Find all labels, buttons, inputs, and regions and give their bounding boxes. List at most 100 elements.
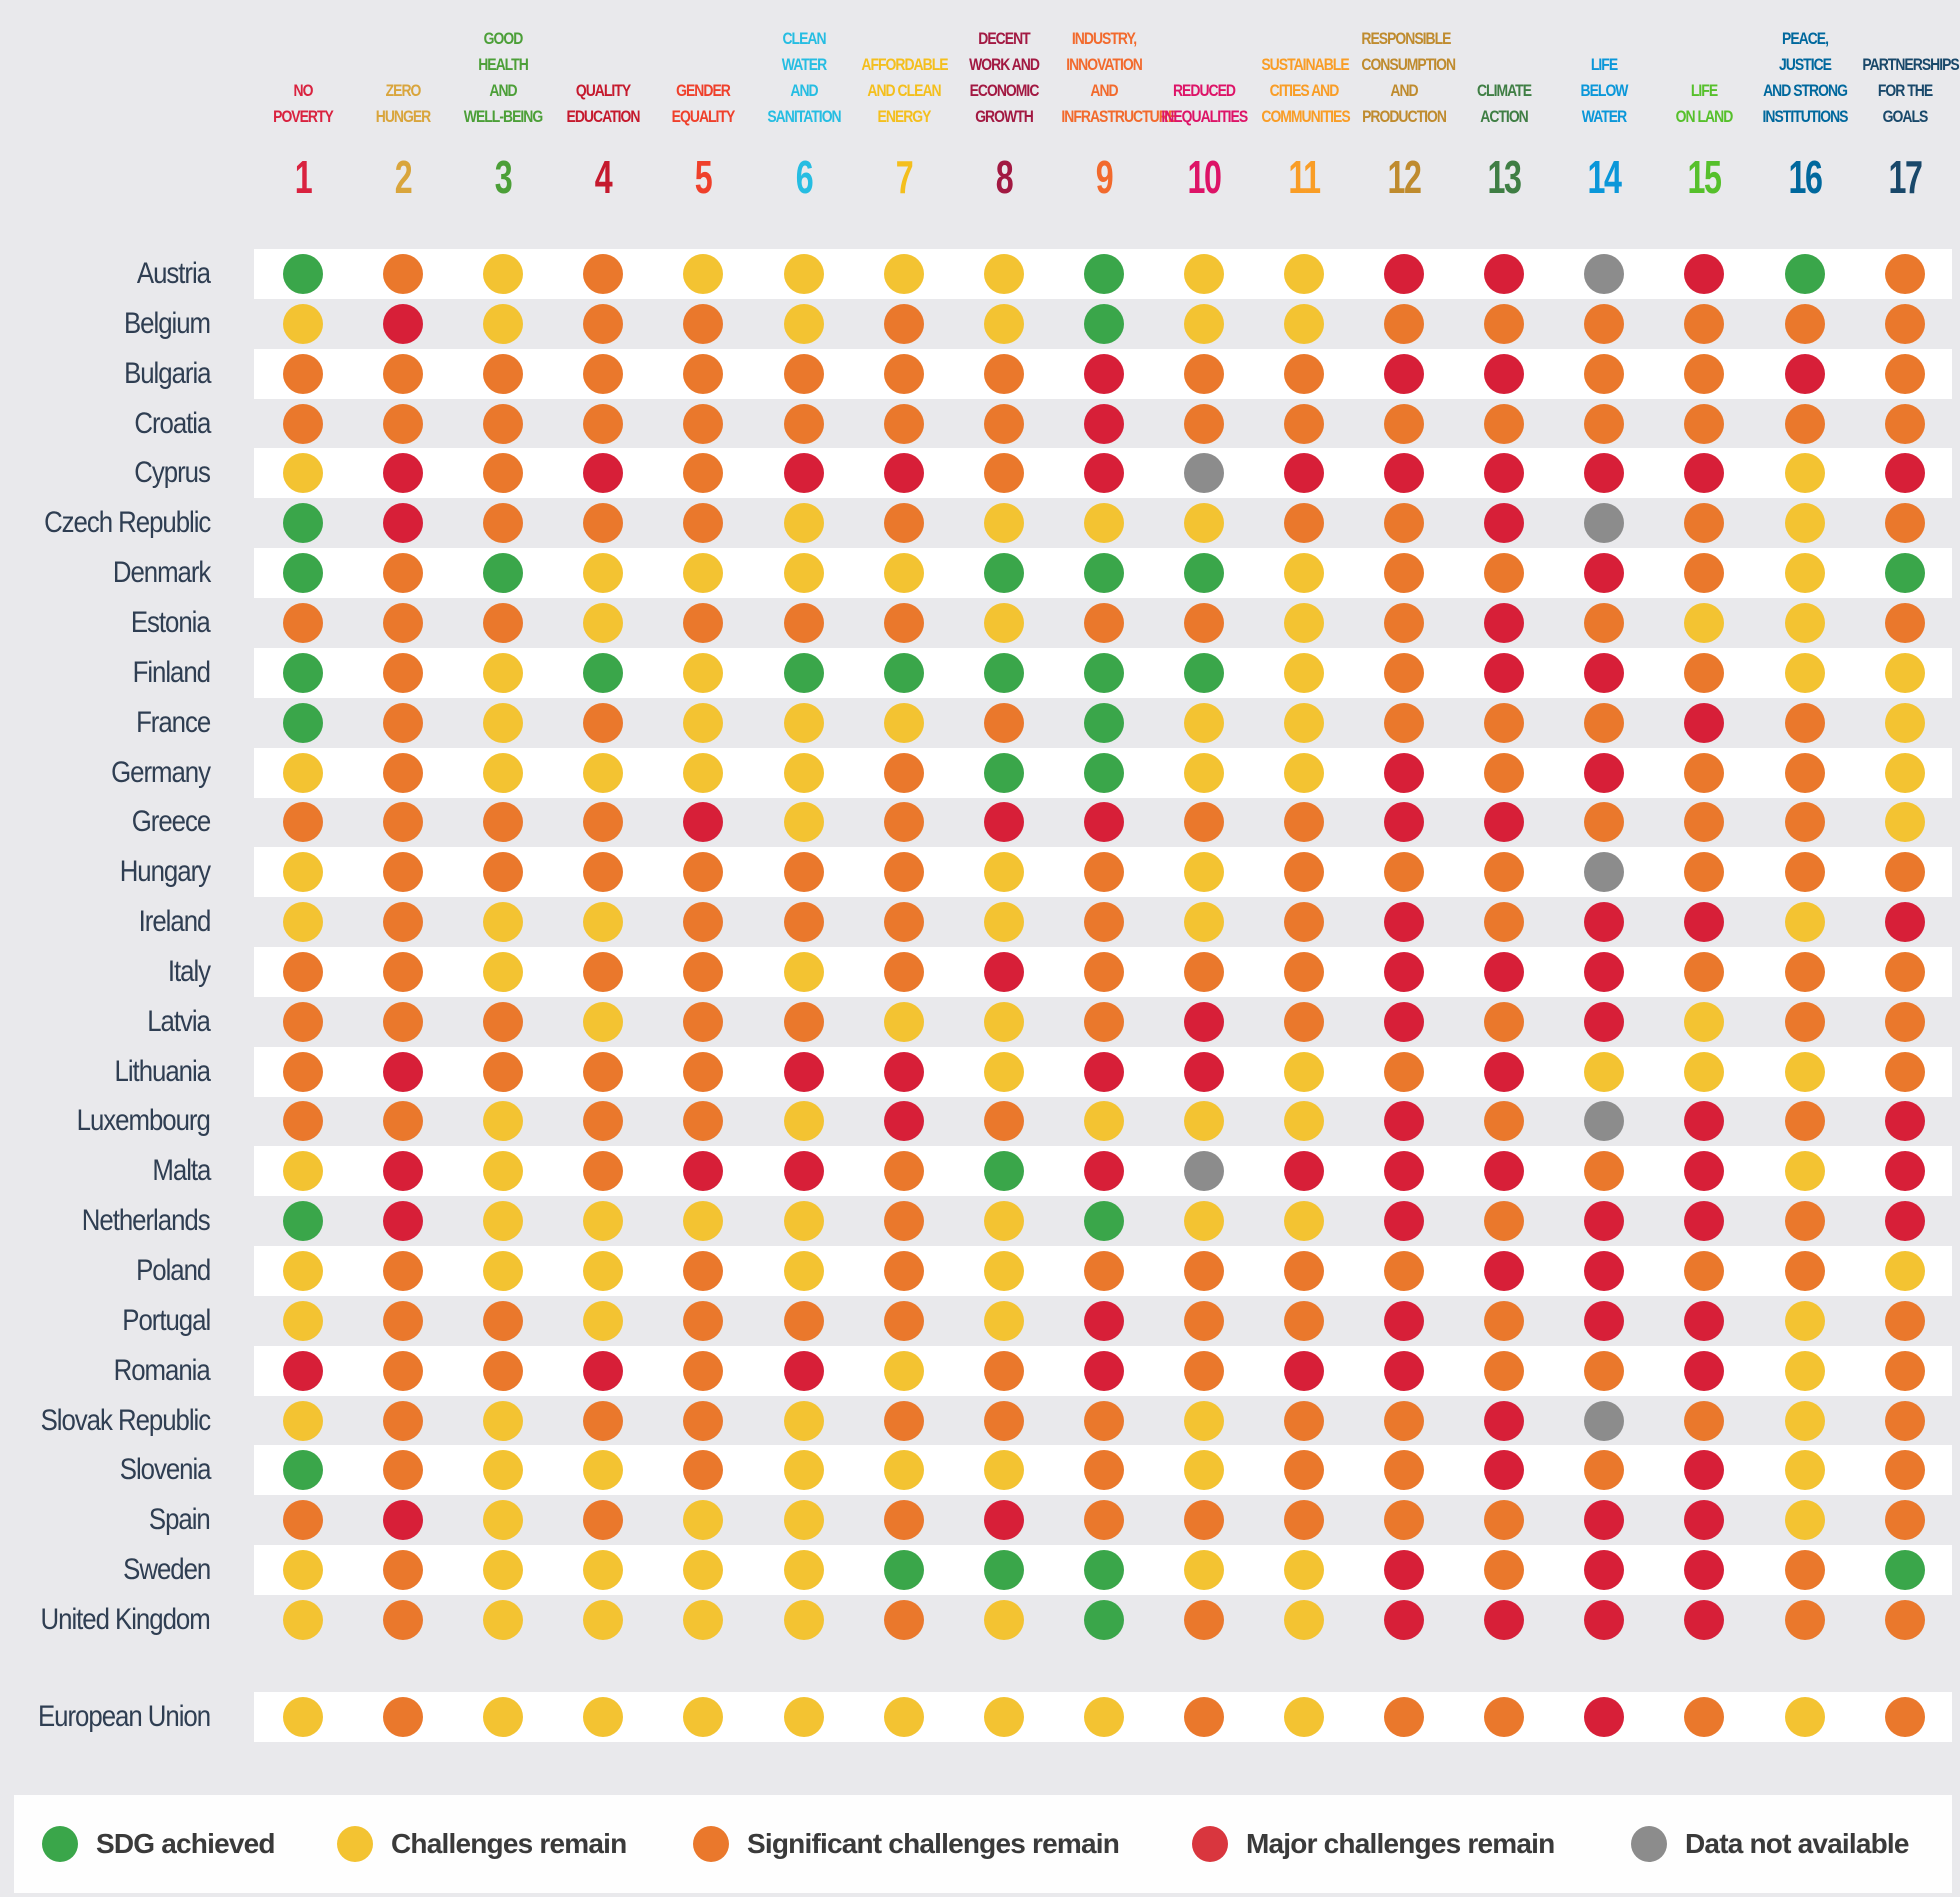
goal-column-header-10: REDUCED INEQUALITIES 10 — [1152, 0, 1256, 240]
goal-title: LIFE ON LAND — [1676, 81, 1734, 126]
status-dot-goal-16 — [1784, 1500, 1825, 1541]
status-dot-goal-1 — [283, 1300, 323, 1341]
status-dot-goal-1 — [283, 1001, 323, 1042]
status-dot-goal-1 — [283, 602, 323, 643]
status-dot-goal-16 — [1784, 1599, 1825, 1640]
country-row: Netherlands — [0, 1196, 1960, 1246]
goal-number: 6 — [795, 151, 813, 203]
goal-title: DECENT WORK AND ECONOMIC GROWTH — [968, 29, 1040, 126]
status-dot-goal-1 — [283, 453, 323, 494]
status-dot-goal-2 — [383, 1151, 424, 1192]
status-dot-goal-5 — [683, 602, 724, 643]
status-dot-goal-16 — [1784, 503, 1825, 544]
status-dot-goal-2 — [383, 752, 424, 793]
status-dot-goal-16 — [1784, 1350, 1825, 1391]
status-dot-goal-12 — [1384, 1500, 1425, 1541]
status-dot-goal-8 — [983, 752, 1024, 793]
status-dot-goal-12 — [1384, 852, 1425, 893]
legend-label: Major challenges remain — [1246, 1828, 1555, 1859]
country-label: Czech Republic — [43, 506, 211, 540]
status-dot-goal-4 — [583, 1350, 624, 1391]
status-dot-goal-13 — [1484, 652, 1525, 693]
status-dot-goal-8 — [983, 1101, 1024, 1142]
status-dot-goal-4 — [583, 1599, 624, 1640]
status-dot-goal-8 — [983, 503, 1024, 544]
status-dot-goal-14 — [1584, 702, 1625, 743]
country-label: Malta — [152, 1154, 211, 1188]
status-dot-goal-6 — [783, 752, 824, 793]
status-dot-goal-3 — [483, 1450, 524, 1491]
status-dot-goal-17 — [1884, 1450, 1925, 1491]
status-dot-goal-2 — [383, 453, 424, 494]
status-dot-goal-17 — [1884, 353, 1925, 394]
status-dot-goal-5 — [683, 902, 724, 943]
status-dot-goal-13 — [1484, 1201, 1525, 1242]
status-dot-goal-5 — [683, 702, 724, 743]
country-row: United Kingdom — [0, 1595, 1960, 1645]
status-dot-goal-11 — [1284, 1550, 1324, 1591]
status-dot-goal-12 — [1384, 602, 1425, 643]
goal-column-header-9: INDUSTRY, INNOVATION AND INFRASTRUCTURE 9 — [1052, 0, 1177, 240]
status-dot-goal-12 — [1384, 1101, 1425, 1142]
status-dot-goal-5 — [683, 1300, 724, 1341]
status-dot-goal-17 — [1884, 1151, 1925, 1192]
status-dot-goal-4 — [583, 254, 624, 294]
status-dot-goal-12 — [1384, 254, 1425, 294]
status-dot-goal-17 — [1884, 752, 1925, 793]
status-dot-goal-1 — [283, 1450, 323, 1491]
status-dot-goal-5 — [683, 951, 724, 992]
status-dot-goal-15 — [1684, 553, 1725, 594]
status-dot-goal-16 — [1784, 1151, 1825, 1192]
status-dot-goal-15 — [1684, 951, 1725, 992]
status-dot-goal-3 — [483, 652, 524, 693]
status-dot-goal-11 — [1284, 702, 1324, 743]
country-label: Sweden — [122, 1553, 211, 1587]
status-dot-goal-17 — [1884, 902, 1925, 943]
status-dot-goal-11 — [1284, 303, 1324, 344]
status-dot-goal-11 — [1284, 1101, 1324, 1142]
status-dot-goal-16 — [1784, 1251, 1825, 1291]
status-dot-goal-13 — [1484, 1350, 1525, 1391]
country-label: Germany — [111, 755, 211, 789]
status-dot-goal-2 — [383, 254, 424, 294]
status-dot-goal-2 — [383, 303, 424, 344]
status-dot-goal-14 — [1584, 1101, 1625, 1142]
status-dot-goal-16 — [1784, 951, 1825, 992]
status-dot-goal-12 — [1384, 1051, 1425, 1092]
country-row: Belgium — [0, 299, 1960, 349]
status-dot-goal-2 — [383, 503, 424, 544]
legend-swatch-icon — [693, 1826, 729, 1862]
status-dot-goal-14 — [1584, 503, 1625, 544]
status-dot-goal-10 — [1183, 1350, 1224, 1391]
status-dot-goal-9 — [1083, 1550, 1124, 1591]
status-dot-goal-1 — [283, 353, 323, 394]
status-dot-goal-2 — [383, 1400, 424, 1441]
status-dot-goal-13 — [1484, 303, 1525, 344]
status-dot-goal-11 — [1284, 503, 1324, 544]
status-dot-goal-6 — [783, 1697, 824, 1737]
status-dot-goal-8 — [983, 1201, 1024, 1242]
status-dot-goal-14 — [1584, 1500, 1625, 1541]
status-dot-goal-9 — [1083, 1001, 1124, 1042]
status-dot-goal-9 — [1083, 353, 1124, 394]
status-dot-goal-14 — [1584, 303, 1625, 344]
country-row: Croatia — [0, 399, 1960, 449]
status-dot-goal-6 — [783, 1101, 824, 1142]
status-dot-goal-16 — [1784, 902, 1825, 943]
status-dot-goal-4 — [583, 403, 624, 444]
status-dot-goal-8 — [983, 403, 1024, 444]
status-dot-goal-7 — [883, 652, 924, 693]
status-dot-goal-8 — [983, 602, 1024, 643]
status-dot-goal-3 — [483, 1350, 524, 1391]
status-dot-goal-13 — [1484, 752, 1525, 793]
status-dot-goal-3 — [483, 951, 524, 992]
status-dot-goal-2 — [383, 1500, 424, 1541]
status-dot-goal-7 — [883, 254, 924, 294]
status-dot-goal-17 — [1884, 951, 1925, 992]
status-dot-goal-15 — [1684, 403, 1725, 444]
status-dot-goal-1 — [283, 1599, 323, 1640]
status-dot-goal-13 — [1484, 503, 1525, 544]
country-row: Latvia — [0, 997, 1960, 1047]
status-dot-goal-14 — [1584, 752, 1625, 793]
status-dot-goal-4 — [583, 752, 624, 793]
